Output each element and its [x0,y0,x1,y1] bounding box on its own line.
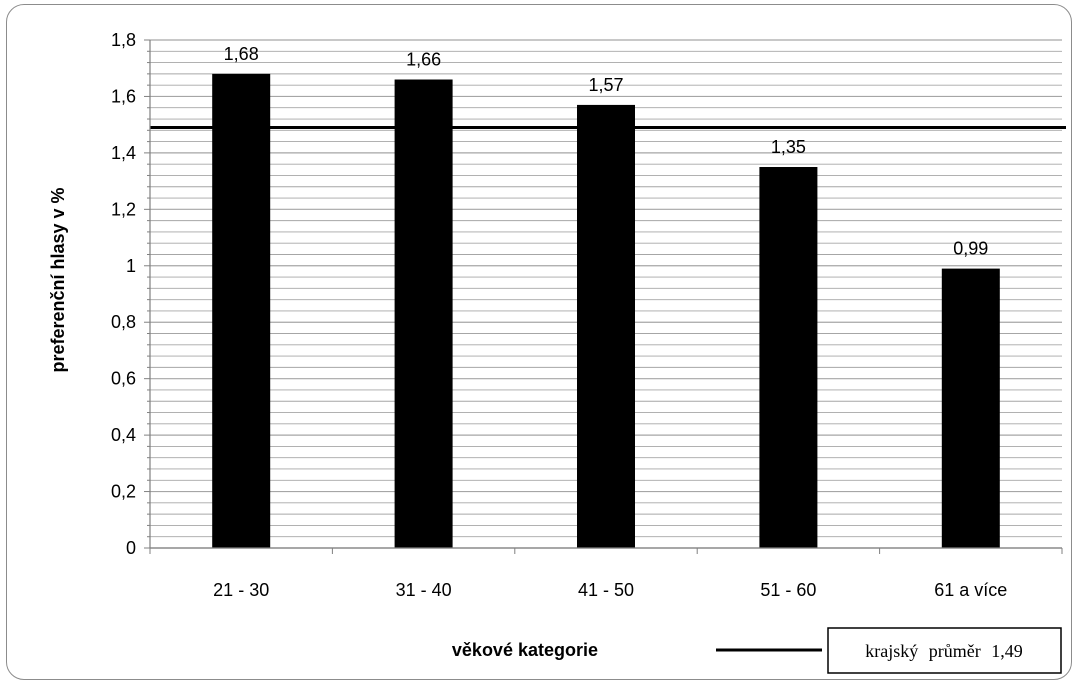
bar [212,73,271,548]
y-tick-label: 0,2 [111,482,136,502]
bars [212,73,1000,549]
bar [759,167,818,548]
y-axis-title: preferenční hlasy v % [48,187,68,372]
bar [941,268,1000,548]
data-label: 1,68 [224,44,259,64]
y-tick-labels: 0 0,2 0,4 0,6 0,8 1 1,2 1,4 1,6 1,8 [111,30,136,558]
y-tick-label: 0,6 [111,369,136,389]
legend-box [827,627,1062,674]
y-tick-label: 0,8 [111,312,136,332]
chart-frame [6,4,1072,680]
x-category-label: 21 - 30 [213,580,269,600]
x-category-label: 61 a více [934,580,1007,600]
y-tick-label: 1,2 [111,199,136,219]
bar [394,79,453,548]
y-tick-label: 0 [126,538,136,558]
y-tick-label: 1 [126,256,136,276]
data-labels: 1,68 1,66 1,57 1,35 0,99 [224,44,989,259]
axes [144,39,1063,554]
x-category-label: 41 - 50 [578,580,634,600]
data-label: 1,66 [406,50,441,70]
data-label: 1,35 [771,137,806,157]
x-category-label: 31 - 40 [396,580,452,600]
legend-label: krajský průměr 1,49 [865,641,1022,661]
data-label: 1,57 [588,75,623,95]
y-tick-label: 1,8 [111,30,136,50]
x-axis-title: věkové kategorie [452,640,598,660]
y-tick-label: 0,4 [111,425,136,445]
bar [577,104,635,549]
y-tick-label: 1,4 [111,143,136,163]
data-label: 0,99 [953,239,988,259]
x-category-labels: 21 - 30 31 - 40 41 - 50 51 - 60 61 a více [213,580,1007,600]
y-tick-label: 1,6 [111,86,136,106]
x-category-label: 51 - 60 [760,580,816,600]
